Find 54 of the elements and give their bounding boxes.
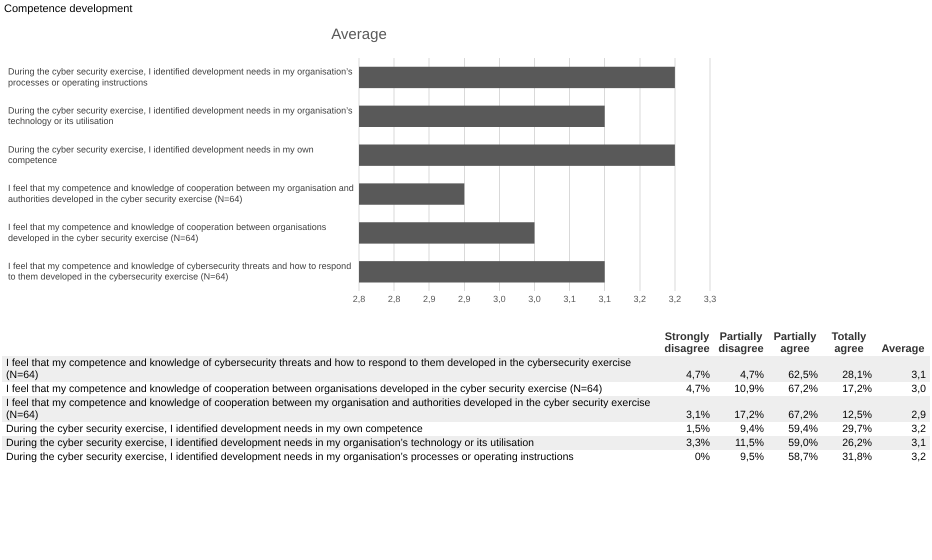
text: 59,4% [788, 423, 818, 435]
x-tick-label: 3,2 [668, 294, 682, 304]
category-label: Totally agree [830, 330, 868, 356]
y-tick-label: I feel that my competence and knowledge of cooperation between my organisation and authorities developed in the cyber security exercise (N=64) [8, 183, 354, 204]
text: 4,7% [686, 369, 710, 381]
text: 3,3% [686, 437, 710, 449]
y-tick-label: I feel that my competence and knowledge of cooperation between organisations developed in the cyber security exercise (N=64) [8, 222, 327, 243]
x-tick-label: 3,2 [634, 294, 646, 304]
text: 31,8% [842, 451, 872, 463]
text: 2,9 [911, 409, 926, 421]
y-tick-label: During the cyber security exercise, I identified development needs in my organisation’s processes or operating instructions [8, 66, 354, 88]
text: 58,7% [788, 451, 818, 463]
chart-title: Average [331, 26, 387, 44]
text: 3,1 [911, 369, 926, 381]
category-label: Partially agree [772, 330, 818, 356]
text: 17,2% [734, 409, 764, 421]
text: 1,5% [686, 423, 710, 435]
text: 67,2% [788, 409, 818, 421]
text: Competence development [3, 2, 134, 17]
text: 28,1% [842, 369, 872, 381]
category-label: Partially disagree [717, 330, 765, 356]
x-tick-label: 3,1 [563, 294, 576, 304]
x-tick-label: 2,8 [388, 294, 400, 304]
x-tick-label: 2,9 [458, 294, 471, 304]
text: 3,0 [911, 383, 926, 395]
text: 3,2 [911, 423, 926, 435]
text: 9,5% [740, 451, 764, 463]
text: 4,7% [740, 369, 764, 381]
text: 3,1 [911, 437, 926, 449]
text: 12,5% [842, 409, 872, 421]
text: 3,1% [686, 409, 710, 421]
x-tick-label: 3,0 [493, 294, 506, 304]
x-tick-label: 2,9 [422, 294, 436, 304]
text: 10,9% [734, 383, 764, 395]
text: 17,2% [842, 383, 872, 395]
text: 9,4% [740, 423, 764, 435]
text: 26,2% [842, 437, 872, 449]
text: 3,2 [911, 451, 926, 463]
y-tick-label: I feel that my competence and knowledge of cybersecurity threats and how to respond to them developed in the cybersecurity exercise (N=64) [8, 260, 352, 282]
x-tick-label: 2,8 [352, 294, 366, 304]
y-tick-label: During the cyber security exercise, I identified development needs in my own competence [8, 144, 314, 166]
y-tick-label: During the cyber security exercise, I identified development needs in my organisation’s technology or its utilisation [8, 105, 354, 126]
category-label: Strongly disagree [663, 330, 711, 356]
text: 62,5% [788, 369, 818, 381]
category-label: Average [880, 342, 926, 356]
x-tick-label: 3,3 [704, 294, 716, 304]
x-tick-label: 3,0 [528, 294, 541, 304]
text: 11,5% [735, 437, 764, 449]
text: 4,7% [686, 383, 710, 395]
text: 0% [694, 451, 710, 463]
text: 67,2% [788, 383, 818, 395]
text: 29,7% [842, 423, 872, 435]
text: 59,0% [788, 437, 818, 449]
x-tick-label: 3,1 [598, 294, 611, 304]
